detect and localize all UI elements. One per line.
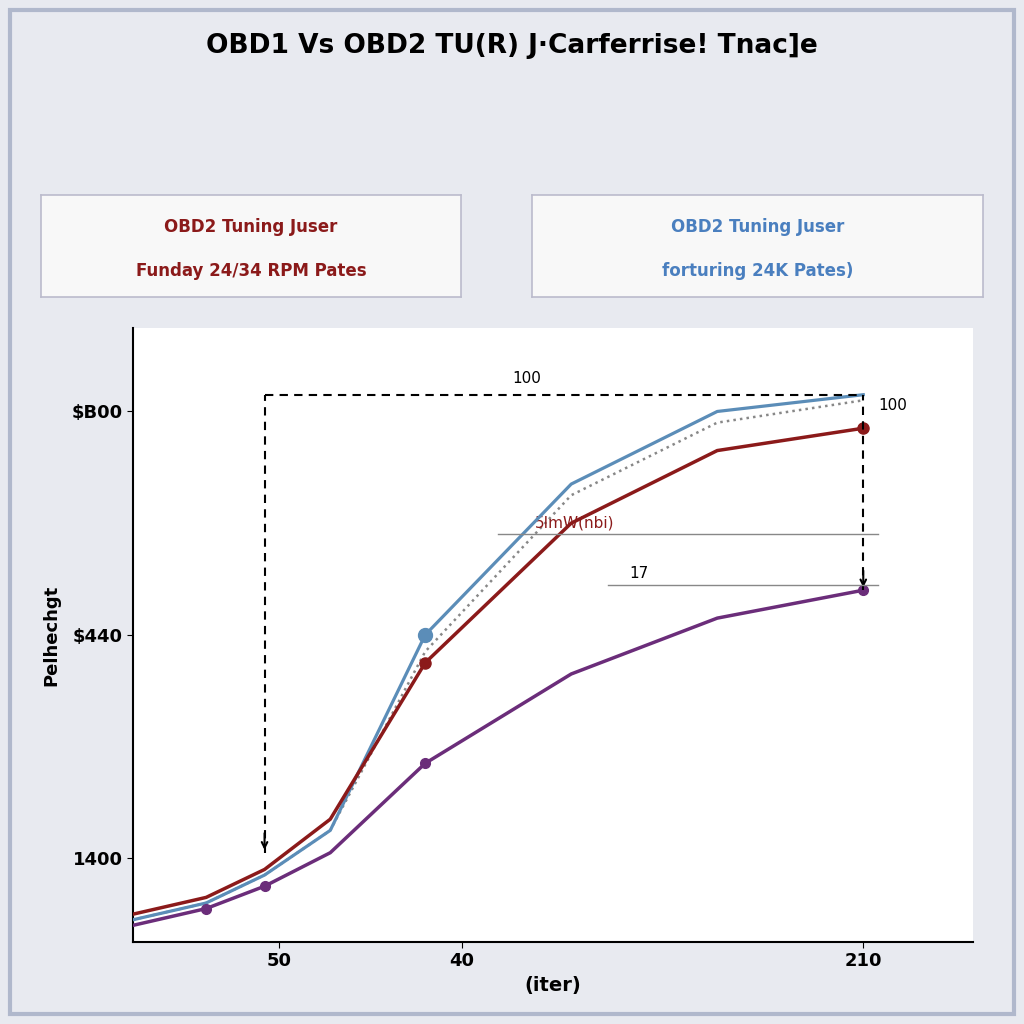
Text: 17: 17 [630,566,649,581]
Text: OBD2 Tuning Juser: OBD2 Tuning Juser [164,218,338,237]
Y-axis label: Pelhechgt: Pelhechgt [42,585,60,685]
Text: OBD2 Tuning Juser: OBD2 Tuning Juser [671,218,845,237]
Text: OBD1 Vs OBD2 TU(R) J·Carferrise! Tnac]e: OBD1 Vs OBD2 TU(R) J·Carferrise! Tnac]e [206,33,818,59]
Text: forturing 24K Pates): forturing 24K Pates) [663,262,853,281]
Text: 100: 100 [878,398,907,414]
Text: Funday 24/34 RPM Pates: Funday 24/34 RPM Pates [135,262,367,281]
Text: 100: 100 [513,372,542,386]
Text: 5ImW(nbi): 5ImW(nbi) [535,516,614,530]
X-axis label: (iter): (iter) [524,976,582,995]
